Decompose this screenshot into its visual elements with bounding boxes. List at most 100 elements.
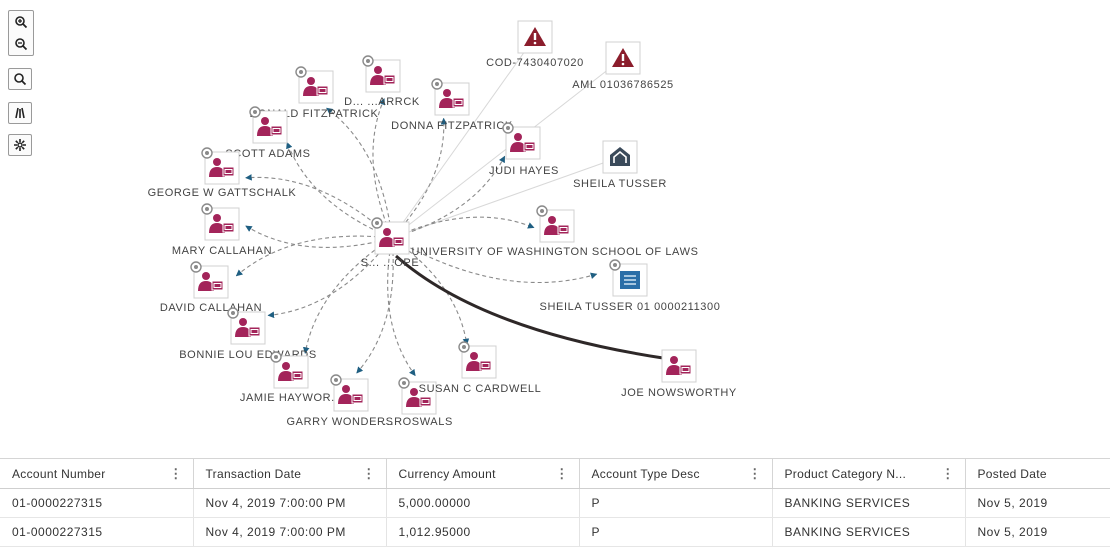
column-header-transaction-date[interactable]: Transaction Date ⋮ (193, 459, 387, 489)
relationship-edge[interactable] (286, 141, 393, 239)
reset-zoom-button[interactable] (8, 68, 32, 90)
node-label: JUDI HAYES (489, 165, 559, 177)
relationship-edge[interactable] (391, 216, 535, 239)
relationship-edge[interactable] (267, 237, 393, 319)
person-node[interactable]: JOE NOWSWORTHY (621, 349, 737, 399)
person-icon (439, 89, 465, 108)
column-menu-icon[interactable]: ⋮ (748, 466, 762, 481)
person-icon (544, 216, 570, 235)
cell-currency-amount: 1,012.95000 (386, 517, 580, 547)
cell-posted-date: Nov 5, 2019 (965, 517, 1110, 547)
node-label: ...ROSWALS (383, 416, 453, 428)
node-label: COD-7430407020 (486, 57, 584, 69)
layout-icon (15, 107, 25, 119)
house-icon (610, 147, 630, 166)
column-menu-icon[interactable]: ⋮ (555, 466, 569, 481)
node-label: GEORGE W GATTSCHALK (148, 187, 297, 199)
cell-transaction-date: Nov 4, 2019 7:00:00 PM (193, 517, 387, 547)
relationship-edge[interactable] (235, 235, 393, 277)
person-icon (235, 318, 261, 337)
person-node[interactable]: GARRY WONDERS (286, 374, 393, 428)
node-label: D... ...ARRCK (344, 96, 420, 108)
alert-node[interactable]: AML 01036786525 (572, 41, 674, 91)
relationship-edge[interactable] (391, 117, 448, 239)
column-header-account-number[interactable]: Account Number ⋮ (0, 459, 194, 489)
relationship-edge[interactable] (391, 156, 621, 239)
cell-product-category: BANKING SERVICES (772, 517, 966, 547)
person-node[interactable]: BONNIE LOU EDWARDS (179, 307, 317, 361)
person-icon (466, 352, 492, 371)
zoom-out-button[interactable] (9, 33, 33, 55)
node-label: DONNA FITZPATRICK (391, 120, 513, 132)
strong-relationship-edge[interactable] (395, 254, 664, 360)
cell-account-number: 01-0000227315 (0, 488, 194, 518)
alert-node[interactable]: COD-7430407020 (486, 20, 584, 69)
layout-button[interactable] (8, 102, 32, 124)
node-label: S... ...OPE (361, 257, 420, 269)
relationship-edge[interactable] (356, 237, 394, 374)
person-node[interactable]: SUSAN C CARDWELL (419, 341, 542, 395)
relationship-edge[interactable] (245, 225, 393, 248)
person-icon (510, 133, 536, 152)
account-node[interactable]: SHEILA TUSSER 01 0000211300 (540, 259, 721, 313)
person-icon (370, 66, 396, 85)
cell-currency-amount: 5,000.00000 (386, 488, 580, 518)
person-icon (257, 117, 283, 136)
node-label: GARRY WONDERS (286, 416, 393, 428)
household-node[interactable]: SHEILA TUSSER (573, 140, 667, 190)
column-menu-icon[interactable]: ⋮ (941, 466, 955, 481)
table-header-row: Account Number ⋮ Transaction Date ⋮ Curren… (0, 459, 1110, 489)
settings-button[interactable] (8, 134, 32, 156)
person-icon (209, 158, 235, 177)
person-node[interactable]: ...ROSWALS (383, 377, 453, 428)
node-label: SUSAN C CARDWELL (419, 383, 542, 395)
relationship-edge[interactable] (387, 237, 416, 377)
cell-account-number: 01-0000227315 (0, 517, 194, 547)
column-header-currency-amount[interactable]: Currency Amount ⋮ (386, 459, 580, 489)
node-label: SHEILA TUSSER 01 0000211300 (540, 301, 721, 313)
relationship-edge[interactable] (391, 36, 536, 239)
relationship-edge[interactable] (302, 237, 393, 354)
person-node[interactable]: DAVID CALLAHAN (160, 261, 262, 314)
person-node[interactable]: JUDI HAYES (489, 122, 559, 177)
person-node[interactable]: UNIVERSITY OF WASHINGTON SCHOOL OF LAWS (411, 205, 698, 258)
node-label: JOE NOWSWORTHY (621, 387, 737, 399)
node-label: UNIVERSITY OF WASHINGTON SCHOOL OF LAWS (411, 246, 698, 258)
table-row[interactable]: 01-0000227315 Nov 4, 2019 7:00:00 PM 1,0… (0, 517, 1110, 547)
graph-edges (235, 36, 664, 377)
column-menu-icon[interactable]: ⋮ (362, 466, 376, 481)
person-icon (406, 388, 432, 407)
relationship-edge[interactable] (391, 237, 598, 283)
column-header-account-type[interactable]: Account Type Desc ⋮ (579, 459, 773, 489)
zoom-in-button[interactable] (9, 11, 33, 33)
transactions-table: Account Number ⋮ Transaction Date ⋮ Curren… (0, 458, 1110, 551)
relationship-edge[interactable] (326, 107, 393, 239)
cell-product-category: BANKING SERVICES (772, 488, 966, 518)
column-header-posted-date[interactable]: Posted Date (965, 459, 1110, 489)
person-icon (209, 214, 235, 233)
person-icon (303, 77, 329, 96)
person-node[interactable]: D... ...ARRCK (344, 55, 420, 108)
person-node[interactable]: SCOTT ADAMS (225, 106, 310, 160)
table-row[interactable]: 01-0000227315 Nov 4, 2019 7:00:00 PM 5,0… (0, 488, 1110, 518)
cell-transaction-date: Nov 4, 2019 7:00:00 PM (193, 488, 387, 518)
person-node[interactable]: S... ...OPE (361, 217, 420, 269)
relationship-edge[interactable] (391, 155, 506, 239)
column-menu-icon[interactable]: ⋮ (169, 466, 183, 481)
relationship-edge[interactable] (372, 98, 393, 239)
person-node[interactable]: MARY CALLAHAN (172, 203, 272, 257)
person-icon (666, 356, 692, 375)
zoom-out-icon (15, 38, 28, 51)
person-icon (338, 385, 364, 404)
person-icon (278, 362, 304, 381)
zoom-controls (8, 10, 34, 56)
column-header-product-category[interactable]: Product Category N... ⋮ (772, 459, 966, 489)
person-node[interactable]: DONNA FITZPATRICK (391, 78, 513, 132)
person-node[interactable]: GEORGE W GATTSCHALK (148, 147, 297, 199)
zoom-in-icon (15, 16, 28, 29)
node-box (661, 349, 697, 383)
person-icon (198, 272, 224, 291)
person-node[interactable]: JAMIE HAYWOR... (240, 351, 342, 404)
